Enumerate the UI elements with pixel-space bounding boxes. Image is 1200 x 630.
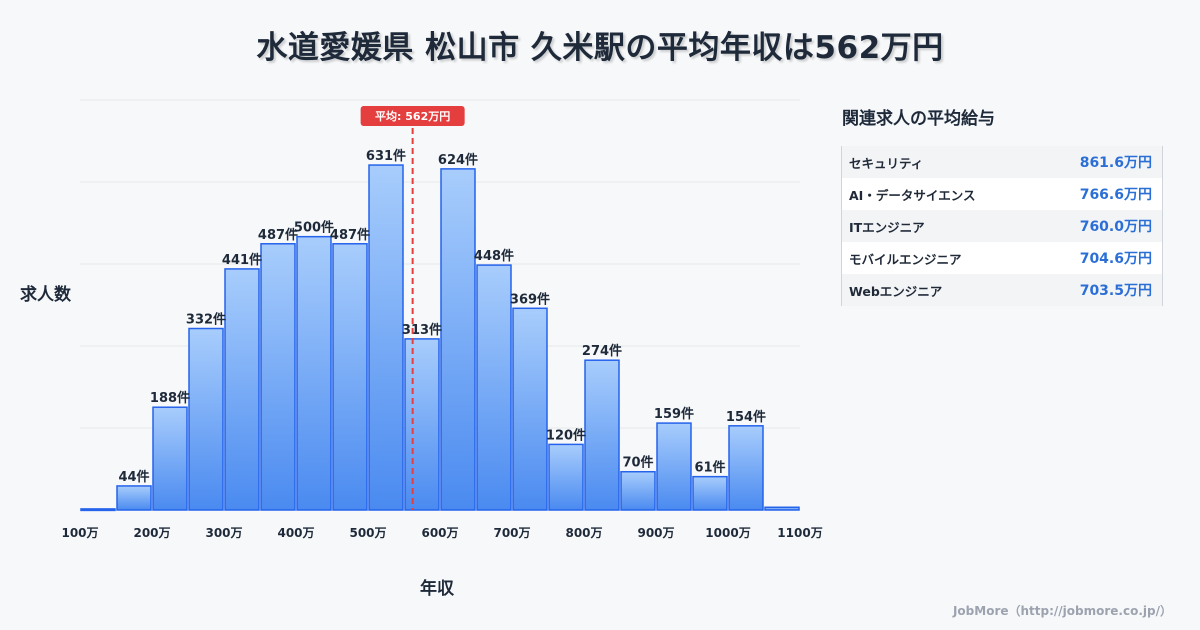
bar-value-label: 70件 [622,455,653,471]
histogram-bar [80,508,116,512]
x-tick-label: 200万 [133,526,170,540]
job-name: セキュリティ [849,155,924,171]
x-tick-label: 500万 [349,526,386,540]
job-name: ITエンジニア [849,219,925,235]
bar-value-label: 274件 [582,343,622,359]
bar-value-label: 448件 [474,248,514,264]
histogram-bar [656,422,692,511]
job-name: AI・データサイエンス [849,187,976,203]
x-tick-label: 700万 [493,526,530,540]
bar-value-label: 159件 [654,406,694,422]
histogram-bar [224,268,260,511]
x-tick-label: 300万 [205,526,242,540]
histogram-bar [620,470,656,511]
histogram-bar [440,168,476,511]
histogram-bar [512,307,548,511]
bar-value-label: 369件 [510,291,550,307]
average-marker: 平均: 562万円 [360,106,465,510]
bars [80,164,800,512]
histogram-bar [692,475,728,511]
job-salary: 861.6万円 [1079,155,1152,171]
histogram-bar [260,243,296,511]
bar-value-label: 631件 [366,148,406,164]
bar-value-label: 44件 [118,469,149,485]
x-axis-label: 年収 [420,579,454,599]
bar-value-label: 61件 [694,460,725,476]
histogram-bar [404,338,440,511]
bar-value-label: 154件 [726,409,766,425]
average-label: 平均: 562万円 [375,109,450,123]
footer-credit: JobMore（http://jobmore.co.jp/） [952,604,1172,618]
x-tick-label: 800万 [565,526,602,540]
related-job-row: AI・データサイエンス 766.6万円 [842,178,1162,210]
job-salary: 766.6万円 [1079,187,1152,203]
job-salary: 703.5万円 [1079,283,1152,299]
bar-value-label: 487件 [330,227,370,243]
related-job-row: モバイルエンジニア 704.6万円 [842,242,1162,274]
job-name: モバイルエンジニア [849,251,962,267]
bar-value-label: 120件 [546,427,586,443]
bar-value-label: 188件 [150,390,190,406]
related-jobs-title: 関連求人の平均給与 [842,109,995,129]
x-tick-label: 1000万 [705,526,750,540]
bar-value-label: 313件 [402,322,442,338]
job-salary: 760.0万円 [1079,219,1152,235]
bar-value-label: 624件 [438,152,478,168]
histogram-bar [152,406,188,511]
bar-value-label: 500件 [294,220,334,236]
average-badge [360,106,465,126]
job-name: Webエンジニア [849,283,943,299]
x-tick-label: 100万 [61,526,98,540]
x-tick-label: 900万 [637,526,674,540]
bar-value-label: 487件 [258,227,298,243]
histogram-bar [188,327,224,511]
histogram-bar [116,485,152,511]
x-tick-label: 400万 [277,526,314,540]
histogram-bar [584,359,620,511]
x-axis-ticks: 100万 200万 300万 400万 500万 600万 700万 800万 900万 1000… [61,526,822,540]
histogram-bar [728,425,764,511]
x-tick-label: 1100万 [777,526,822,540]
related-jobs-table: セキュリティ 861.6万円 AI・データサイエンス 766.6万円 ITエンジ… [841,146,1163,306]
histogram-bar [296,235,332,511]
job-salary: 704.6万円 [1079,251,1152,267]
bar-value-label: 441件 [222,252,262,268]
histogram-bar [548,443,584,511]
related-job-row: ITエンジニア 760.0万円 [842,210,1162,242]
bar-value-label: 332件 [186,312,226,328]
histogram-bar [764,506,800,511]
y-axis-label: 求人数 [20,285,71,305]
related-job-row: Webエンジニア 703.5万円 [842,274,1162,306]
related-job-row: セキュリティ 861.6万円 [842,146,1162,178]
histogram-bar [368,164,404,511]
histogram-bar [332,243,368,511]
page-title: 水道愛媛県 松山市 久米駅の平均年収は562万円 [256,30,944,66]
histogram-bar [476,264,512,511]
x-tick-label: 600万 [421,526,458,540]
